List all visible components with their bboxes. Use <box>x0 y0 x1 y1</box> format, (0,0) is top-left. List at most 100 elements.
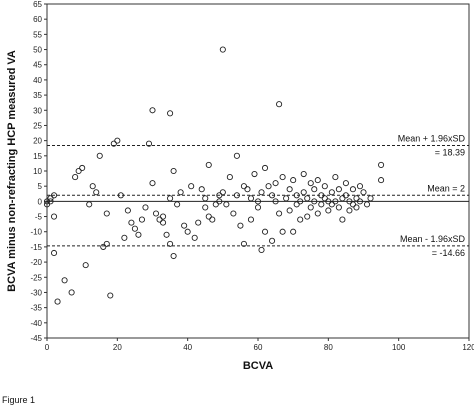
data-point <box>353 204 360 211</box>
data-point <box>272 198 279 205</box>
data-point <box>269 192 276 199</box>
x-tick-label: 40 <box>183 343 192 352</box>
y-tick-label: -15 <box>30 243 42 252</box>
x-tick-label: 80 <box>324 343 333 352</box>
data-point <box>212 201 219 208</box>
data-point <box>170 252 177 260</box>
data-point <box>346 198 353 205</box>
data-point <box>339 216 346 223</box>
data-point <box>184 228 191 235</box>
data-point <box>254 204 262 211</box>
data-point <box>311 198 318 205</box>
data-point <box>145 140 153 147</box>
data-point <box>318 201 325 208</box>
data-point <box>93 189 100 196</box>
data-point <box>219 46 226 53</box>
plot-frame <box>46 3 470 339</box>
data-point <box>233 192 240 199</box>
data-point <box>181 222 188 229</box>
data-point <box>286 186 293 193</box>
data-point <box>261 164 269 172</box>
y-tick-label: -20 <box>30 258 42 267</box>
data-point <box>131 225 138 232</box>
data-point <box>247 195 255 202</box>
data-point <box>167 195 174 202</box>
data-point <box>163 231 170 238</box>
data-point <box>318 192 325 199</box>
data-point <box>314 177 321 184</box>
upper-loa-value: = 18.39 <box>435 148 465 158</box>
data-point <box>272 180 279 187</box>
figure-caption: Figure 1 <box>2 395 36 405</box>
data-point <box>82 262 89 269</box>
data-point <box>159 219 167 226</box>
y-tick-label: 50 <box>33 46 42 55</box>
data-point <box>226 174 233 181</box>
data-point <box>321 195 328 202</box>
data-point <box>293 201 300 208</box>
data-point <box>202 195 209 202</box>
data-point <box>159 213 167 220</box>
data-point <box>349 201 357 208</box>
data-point <box>307 180 314 187</box>
data-point <box>311 186 318 193</box>
y-tick-label: -30 <box>30 288 42 297</box>
data-point <box>103 210 110 217</box>
y-tick-label: -40 <box>30 319 42 328</box>
x-axis-label: BCVA <box>243 360 273 372</box>
data-point <box>314 210 321 217</box>
data-point <box>135 231 142 238</box>
y-tick-label: -25 <box>30 273 42 282</box>
data-point <box>107 292 114 299</box>
data-point <box>240 240 247 247</box>
data-point <box>378 161 385 168</box>
data-point <box>152 210 160 217</box>
y-tick-label: -5 <box>35 213 43 222</box>
data-point <box>205 213 212 220</box>
y-tick-label: 45 <box>33 61 42 70</box>
data-point <box>142 204 149 211</box>
data-point <box>325 198 332 205</box>
data-point <box>335 186 342 193</box>
y-tick-label: 15 <box>33 152 42 161</box>
data-point <box>72 174 79 181</box>
data-point <box>332 198 339 205</box>
data-point <box>349 186 357 193</box>
y-tick-label: 0 <box>38 197 43 206</box>
data-point <box>325 207 332 214</box>
data-point <box>209 216 216 223</box>
x-tick-label: 100 <box>392 343 406 352</box>
data-point <box>360 189 367 196</box>
data-point <box>230 210 237 217</box>
data-point <box>307 204 314 211</box>
data-point <box>167 110 174 117</box>
data-point <box>258 246 265 253</box>
x-tick-label: 0 <box>45 343 50 352</box>
y-tick-label: 25 <box>33 121 42 130</box>
data-point <box>205 161 212 168</box>
data-point <box>265 183 272 190</box>
data-point <box>261 228 269 235</box>
data-point <box>54 298 61 305</box>
y-tick-label: 5 <box>38 182 43 191</box>
data-point <box>68 289 75 296</box>
data-point <box>170 167 177 175</box>
data-point <box>177 189 184 196</box>
data-point <box>202 204 209 211</box>
data-point <box>279 174 286 181</box>
data-point <box>216 192 223 199</box>
data-point <box>96 152 103 159</box>
y-tick-label: 65 <box>33 0 42 9</box>
data-point <box>342 192 349 199</box>
data-point <box>258 189 265 196</box>
data-point <box>332 174 339 181</box>
mean-label: Mean = 2 <box>427 183 465 193</box>
data-point <box>138 216 145 223</box>
data-point <box>43 198 51 205</box>
data-point <box>353 195 360 202</box>
data-point <box>188 183 195 190</box>
data-point <box>100 243 107 250</box>
data-point <box>276 101 283 108</box>
y-tick-label: 35 <box>33 91 42 100</box>
data-point <box>244 186 251 193</box>
